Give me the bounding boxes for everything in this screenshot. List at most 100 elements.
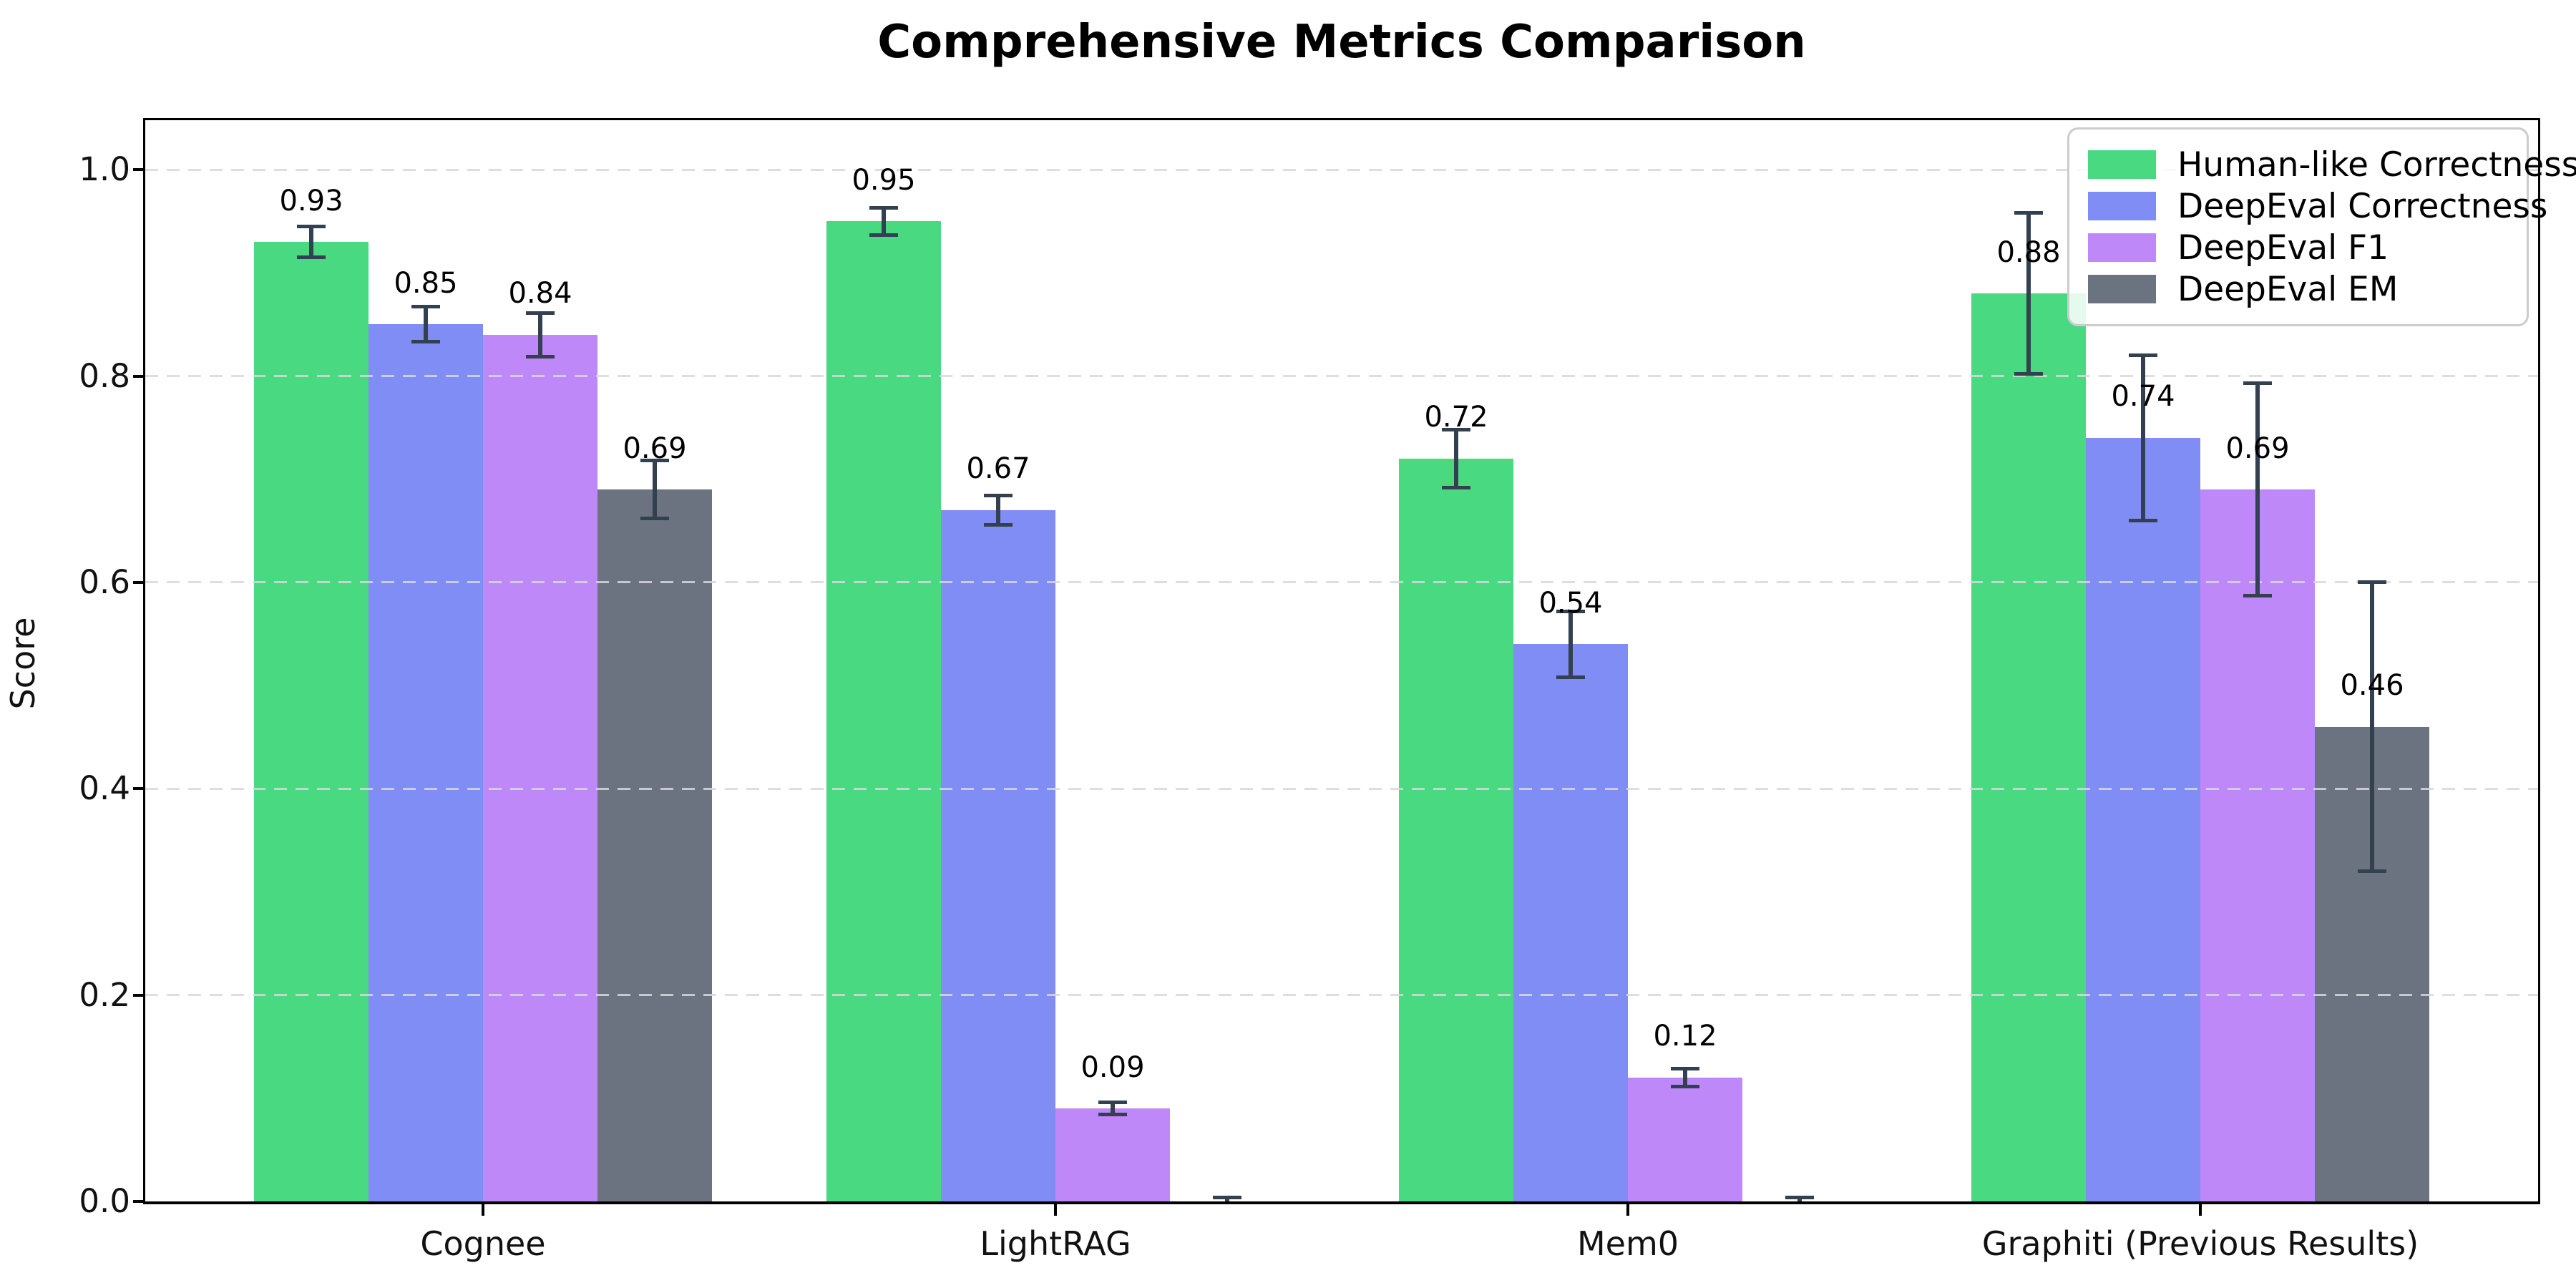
x-tick <box>1054 1204 1057 1216</box>
errorbar-cap <box>2358 869 2386 874</box>
bar-graphiti-previous-results--s0 <box>1971 293 2086 1201</box>
y-tick <box>133 374 143 378</box>
y-tick-label: 1.0 <box>79 150 130 189</box>
errorbar-line <box>538 313 542 357</box>
legend-item: Human-like Correctness <box>2088 144 2576 185</box>
errorbar-line <box>996 495 1000 525</box>
errorbar-cap <box>1671 1085 1699 1089</box>
bar-mem0-s0 <box>1399 458 1513 1201</box>
bar-value-label: 0.67 <box>966 452 1030 486</box>
errorbar-cap <box>1442 485 1470 489</box>
errorbar-cap <box>1556 675 1585 680</box>
y-tick <box>133 787 143 791</box>
legend-item: DeepEval Correctness <box>2088 185 2547 227</box>
bar-value-label: 0.74 <box>2111 380 2175 414</box>
errorbar-cap <box>640 517 669 521</box>
gridline-y0.4 <box>145 787 2538 790</box>
errorbar-cap <box>869 206 898 210</box>
legend-swatch-icon <box>2088 192 2156 220</box>
bar-mem0-s2 <box>1628 1077 1742 1201</box>
errorbar-line <box>653 460 657 519</box>
x-tick-label: LightRAG <box>980 1224 1131 1263</box>
errorbar-cap <box>1556 609 1585 613</box>
legend-label: DeepEval EM <box>2177 269 2399 309</box>
legend-swatch-icon <box>2088 275 2156 303</box>
errorbar-cap <box>2014 211 2043 215</box>
errorbar-line <box>1683 1068 1687 1087</box>
errorbar-cap <box>526 354 555 358</box>
y-tick-label: 0.4 <box>79 769 130 808</box>
y-tick <box>133 993 143 997</box>
bar-lightrag-s1 <box>941 509 1055 1201</box>
errorbar-line <box>2370 582 2374 872</box>
errorbar-cap <box>2358 580 2386 585</box>
errorbar-cap <box>984 494 1013 498</box>
bar-value-label: 0.54 <box>1538 586 1603 620</box>
bar-lightrag-s2 <box>1055 1108 1170 1201</box>
errorbar-line <box>2026 213 2031 374</box>
x-tick <box>482 1204 484 1216</box>
errorbar-cap <box>411 340 440 344</box>
y-tick-label: 0.8 <box>79 356 130 395</box>
errorbar-cap <box>640 459 669 463</box>
gridline-y0.8 <box>145 375 2538 378</box>
legend-swatch-icon <box>2088 233 2156 262</box>
bar-graphiti-previous-results--s1 <box>2086 438 2200 1201</box>
y-tick <box>133 580 143 584</box>
bar-lightrag-s0 <box>826 221 941 1201</box>
x-tick-label: Mem0 <box>1576 1224 1679 1263</box>
errorbar-line <box>1111 1102 1115 1115</box>
legend-item: DeepEval F1 <box>2088 227 2508 268</box>
legend-item: DeepEval EM <box>2088 268 2508 310</box>
errorbar-cap <box>1213 1195 1241 1199</box>
errorbar-line <box>1225 1197 1229 1201</box>
bar-value-label: 0.88 <box>1996 235 2061 269</box>
bar-value-label: 0.85 <box>394 266 458 300</box>
legend-label: DeepEval F1 <box>2177 228 2389 268</box>
errorbar-cap <box>1671 1066 1699 1070</box>
errorbar-line <box>2255 383 2260 596</box>
errorbar-line <box>882 208 886 235</box>
y-tick-label: 0.2 <box>79 975 130 1014</box>
bar-value-label: 0.84 <box>508 277 572 311</box>
x-tick-label: Graphiti (Previous Results) <box>1981 1224 2419 1263</box>
x-tick-label: Cognee <box>420 1224 546 1263</box>
legend: Human-like Correctness DeepEval Correctne… <box>2067 127 2576 326</box>
errorbar-cap <box>297 225 326 228</box>
errorbar-line <box>424 306 428 342</box>
legend-swatch-icon <box>2088 150 2156 179</box>
errorbar-cap <box>2243 381 2272 386</box>
errorbar-cap <box>984 522 1013 527</box>
y-tick-label: 0.0 <box>79 1182 130 1220</box>
bar-graphiti-previous-results--s2 <box>2200 489 2315 1201</box>
errorbar-cap <box>2014 372 2043 376</box>
bar-value-label: 0.72 <box>1424 401 1488 434</box>
x-tick <box>1626 1204 1629 1216</box>
errorbar-cap <box>1098 1113 1127 1117</box>
errorbar-cap <box>526 311 555 316</box>
bar-cognee-s0 <box>254 242 369 1201</box>
legend-label: Human-like Correctness <box>2177 145 2576 185</box>
errorbar-line <box>1797 1197 1802 1201</box>
y-tick <box>133 168 143 172</box>
errorbar-line <box>1568 611 1573 678</box>
bar-value-label: 0.12 <box>1653 1020 1717 1053</box>
errorbar-cap <box>297 255 326 260</box>
x-tick <box>2199 1204 2202 1216</box>
bar-cognee-s2 <box>483 334 597 1201</box>
gridline-y0.6 <box>145 581 2538 584</box>
errorbar-cap <box>2243 594 2272 598</box>
bar-value-label: 0.46 <box>2340 669 2404 703</box>
bar-mem0-s1 <box>1513 644 1628 1201</box>
errorbar-cap <box>2129 353 2157 358</box>
legend-label: DeepEval Correctness <box>2177 186 2548 226</box>
bar-value-label: 0.93 <box>279 184 343 218</box>
bar-value-label: 0.09 <box>1080 1050 1145 1084</box>
errorbar-cap <box>2129 518 2157 522</box>
bar-value-label: 0.69 <box>623 431 687 465</box>
errorbar-line <box>309 226 313 258</box>
y-tick-label: 0.6 <box>79 562 130 601</box>
chart-title: Comprehensive Metrics Comparison <box>877 16 1806 69</box>
errorbar-cap <box>411 305 440 309</box>
